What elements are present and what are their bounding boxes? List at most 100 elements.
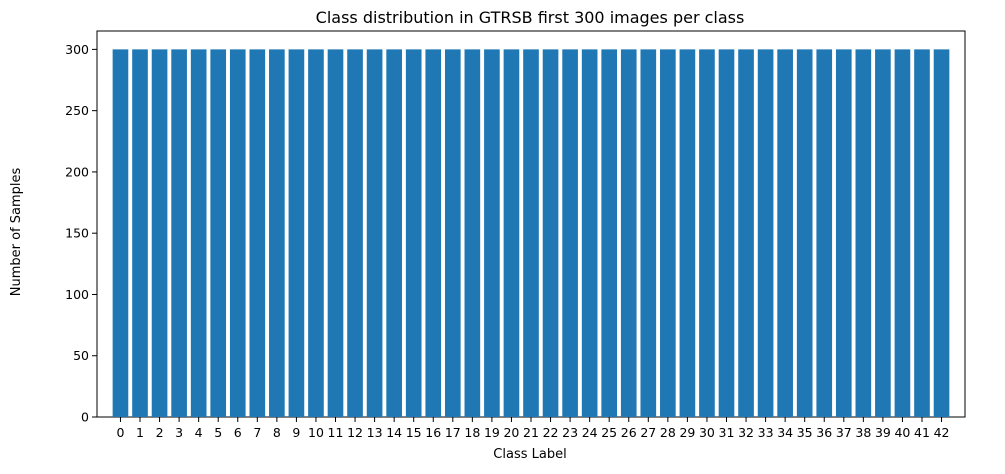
y-tick-label: 250 (65, 103, 89, 118)
bar-27 (640, 49, 657, 417)
bar-26 (620, 49, 637, 417)
x-tick-label-13: 13 (367, 425, 383, 440)
bar-12 (347, 49, 363, 417)
x-tick-label-1: 1 (136, 425, 144, 440)
x-tick-label-7: 7 (253, 425, 261, 440)
x-tick-label-30: 30 (699, 425, 715, 440)
y-tick-label: 150 (65, 226, 89, 241)
bar-37 (835, 49, 852, 417)
bar-22 (542, 49, 559, 417)
x-tick-label-41: 41 (914, 425, 930, 440)
x-tick-label-19: 19 (484, 425, 500, 440)
x-tick-label-22: 22 (543, 425, 559, 440)
x-tick-label-11: 11 (328, 425, 344, 440)
bar-41 (914, 49, 930, 417)
bar-7 (249, 49, 266, 417)
bar-39 (875, 49, 891, 417)
x-tick-label-39: 39 (875, 425, 891, 440)
bar-3 (171, 49, 187, 417)
x-tick-label-18: 18 (464, 425, 480, 440)
x-tick-label-34: 34 (777, 425, 793, 440)
x-axis-label: Class Label (493, 447, 566, 462)
bar-40 (894, 49, 911, 417)
bar-31 (718, 49, 735, 417)
bar-17 (444, 49, 461, 417)
x-tick-label-24: 24 (582, 425, 598, 440)
bar-0 (112, 49, 129, 417)
bars (112, 49, 950, 417)
x-tick-label-0: 0 (116, 425, 124, 440)
x-tick-label-26: 26 (621, 425, 637, 440)
bar-20 (503, 49, 520, 417)
bar-33 (757, 49, 774, 417)
y-tick-label: 50 (73, 348, 89, 363)
bar-24 (581, 49, 598, 417)
x-tick-label-32: 32 (738, 425, 754, 440)
bar-1 (132, 49, 148, 417)
x-tick-label-12: 12 (347, 425, 363, 440)
x-tick-label-28: 28 (660, 425, 676, 440)
bar-13 (366, 49, 383, 417)
y-axis-ticks: 0 50 100 150 200 250 300 (65, 42, 97, 425)
bar-14 (386, 49, 402, 417)
bar-25 (601, 49, 618, 417)
x-tick-label-2: 2 (156, 425, 164, 440)
bar-4 (190, 49, 207, 417)
bar-29 (679, 49, 696, 417)
bar-32 (738, 49, 754, 417)
x-tick-label-33: 33 (758, 425, 774, 440)
x-tick-label-5: 5 (214, 425, 222, 440)
x-tick-label-36: 36 (816, 425, 832, 440)
x-tick-label-29: 29 (679, 425, 695, 440)
x-tick-label-17: 17 (445, 425, 461, 440)
x-tick-label-37: 37 (836, 425, 852, 440)
x-tick-label-31: 31 (719, 425, 735, 440)
y-axis-label: Number of Samples (9, 168, 24, 297)
bar-19 (484, 49, 500, 417)
bar-6 (229, 49, 246, 417)
x-tick-label-14: 14 (386, 425, 402, 440)
x-axis-ticks: 0 1 2 3 4 5 6 7 8 9 10 11 12 13 14 15 16 17 18 19 20 21 22 23 24… (116, 417, 949, 440)
bar-38 (855, 49, 872, 417)
x-tick-label-35: 35 (797, 425, 813, 440)
y-tick-label: 200 (65, 164, 89, 179)
x-tick-label-15: 15 (406, 425, 422, 440)
x-tick-label-42: 42 (934, 425, 950, 440)
x-tick-label-23: 23 (562, 425, 578, 440)
bar-36 (816, 49, 833, 417)
x-tick-label-9: 9 (292, 425, 300, 440)
x-tick-label-3: 3 (175, 425, 183, 440)
bar-30 (699, 49, 715, 417)
bar-21 (523, 49, 539, 417)
bar-2 (151, 49, 168, 417)
x-tick-label-16: 16 (425, 425, 441, 440)
bar-15 (405, 49, 422, 417)
bar-5 (210, 49, 227, 417)
bar-9 (288, 49, 305, 417)
y-tick-label: 0 (81, 410, 89, 425)
bar-42 (933, 49, 950, 417)
bar-23 (562, 49, 578, 417)
x-tick-label-4: 4 (195, 425, 203, 440)
x-tick-label-25: 25 (601, 425, 617, 440)
x-tick-label-27: 27 (640, 425, 656, 440)
bar-34 (777, 49, 793, 417)
x-tick-label-10: 10 (308, 425, 324, 440)
x-tick-label-6: 6 (234, 425, 242, 440)
bar-16 (425, 49, 442, 417)
bar-35 (796, 49, 813, 417)
bar-18 (464, 49, 481, 417)
y-tick-label: 300 (65, 42, 89, 57)
x-tick-label-8: 8 (273, 425, 281, 440)
bar-10 (308, 49, 324, 417)
chart-title: Class distribution in GTRSB first 300 im… (316, 8, 745, 27)
x-tick-label-21: 21 (523, 425, 539, 440)
bar-28 (660, 49, 676, 417)
y-tick-label: 100 (65, 287, 89, 302)
x-tick-label-20: 20 (503, 425, 519, 440)
bar-8 (269, 49, 285, 417)
x-tick-label-40: 40 (894, 425, 910, 440)
